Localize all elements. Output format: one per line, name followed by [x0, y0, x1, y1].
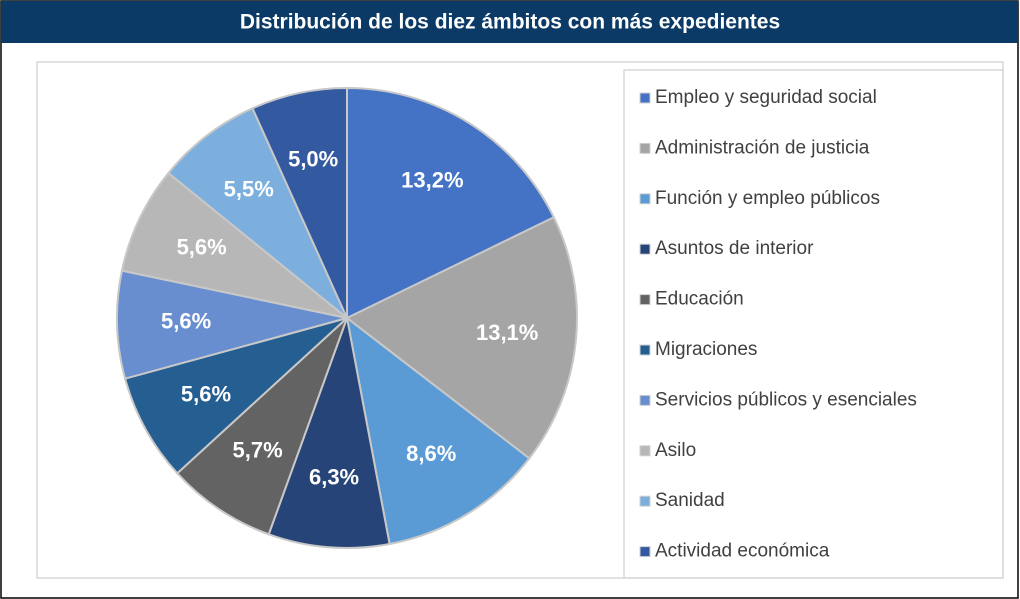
pie-slice: [251, 86, 348, 319]
data-label: 5,7%: [233, 438, 283, 463]
data-label: 5,6%: [161, 309, 211, 334]
legend-swatch: [639, 243, 651, 255]
data-label: 13,1%: [476, 320, 538, 345]
pie-slice: [166, 106, 348, 319]
legend-label: Empleo y seguridad social: [655, 87, 877, 108]
legend-swatch: [639, 344, 651, 356]
pie-slice: [345, 215, 578, 460]
legend-swatch: [639, 445, 651, 457]
data-label: 5,0%: [288, 146, 338, 171]
legend-swatch: [639, 546, 651, 558]
title-bar: [1, 1, 1018, 43]
data-label: 13,2%: [401, 167, 463, 192]
data-label: 5,5%: [224, 176, 274, 201]
legend-label: Migraciones: [655, 339, 757, 360]
legend-label: Servicios públicos y esenciales: [655, 389, 917, 410]
pie-slice: [120, 171, 348, 319]
data-label: 8,6%: [406, 441, 456, 466]
pie-slice: [346, 86, 556, 320]
data-label: 5,6%: [177, 235, 227, 260]
legend-label: Asilo: [655, 440, 696, 461]
pie-slice: [345, 315, 531, 546]
legend-swatch: [639, 294, 651, 306]
chart-title: Distribución de los diez ámbitos con más…: [240, 11, 780, 34]
legend-label: Actividad económica: [655, 541, 830, 562]
legend-box: [623, 69, 1004, 579]
legend-swatch: [639, 142, 651, 154]
legend-label: Asuntos de interior: [655, 238, 814, 259]
legend-swatch: [639, 394, 651, 406]
pie-slice: [116, 269, 348, 380]
legend-label: Administración de justicia: [655, 137, 870, 158]
legend-label: Sanidad: [655, 490, 725, 511]
pie-slice: [175, 317, 348, 536]
legend-label: Educación: [655, 289, 744, 310]
data-label: 6,3%: [309, 464, 359, 489]
legend-swatch: [639, 495, 651, 507]
data-label: 5,6%: [181, 382, 231, 407]
legend-swatch: [639, 193, 651, 205]
legend-swatch: [639, 92, 651, 104]
legend-label: Función y empleo públicos: [655, 188, 880, 209]
pie-slice: [123, 317, 348, 475]
pie-slice: [267, 314, 391, 549]
